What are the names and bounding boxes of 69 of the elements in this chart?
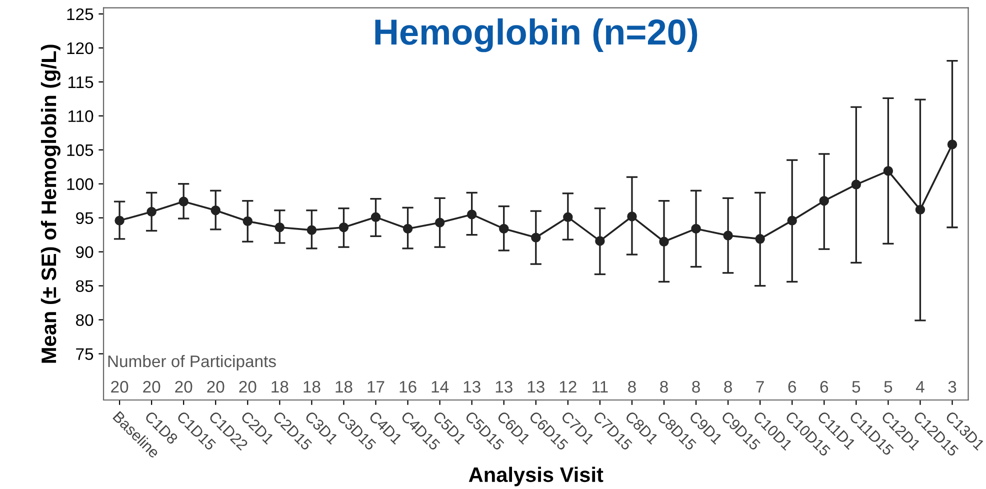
point [659,236,669,246]
annotation: 18 [304,380,320,393]
annotation: 4 [916,381,924,393]
point [595,236,605,246]
annotation: 20 [207,380,224,393]
y-tick-label: 120 [67,42,94,54]
point [306,225,317,235]
annotation: 6 [820,380,828,393]
point [819,196,829,206]
point [466,210,477,220]
y-tick-label: 95 [76,212,94,224]
annotation: 6 [788,380,796,393]
y-tick-label: 75 [76,348,94,360]
y-tick-label: 85 [76,280,94,292]
y-axis-title: Mean (± SE) of Hemoglobin (g/L) [40,44,60,363]
point [627,212,637,222]
annotation: 20 [175,380,192,393]
point [402,224,413,234]
y-tick-label: 90 [76,246,94,258]
y-tick-label: 125 [67,8,94,20]
annotation: 13 [528,380,544,393]
point [915,204,926,215]
point [563,212,573,222]
x-axis-title: Analysis Visit [468,466,604,486]
point [755,234,765,244]
annotation: 8 [724,380,732,393]
point [114,216,124,226]
chart-title: Hemoglobin (n=20) [375,18,698,52]
y-tick-label: 110 [68,110,94,122]
point [723,230,733,240]
annotation: 16 [400,380,416,393]
annotation: 14 [432,381,449,393]
annotation: 11 [592,381,608,393]
annotation: 18 [272,380,288,393]
y-tick-label: 80 [76,314,94,326]
point [146,206,156,217]
annotation: 5 [852,381,860,393]
annotation: 5 [884,381,892,393]
annotation: 7 [756,381,764,393]
annotation: 12 [560,380,576,393]
y-tick-label: 105 [67,144,94,156]
y-tick-label: 100 [67,178,94,190]
annotation: 17 [368,381,384,393]
annotation: 20 [143,380,160,393]
annotation: Number of Participants [108,354,276,371]
annotation: 8 [628,380,636,393]
point [434,218,445,228]
point [883,166,894,176]
annotation: 18 [336,380,352,393]
point [370,212,381,222]
annotation: 8 [660,380,668,393]
annotation: 13 [496,380,512,393]
point [274,222,285,232]
point [787,216,797,226]
point [947,140,958,150]
annotation: 20 [239,380,256,393]
point [178,196,188,206]
point [499,224,509,234]
annotation: 3 [948,380,956,393]
point [691,224,701,234]
annotation: 13 [464,380,480,393]
annotation: 8 [692,380,700,393]
point [210,206,220,216]
point [242,216,253,226]
point [531,232,541,242]
y-tick-label: 115 [68,76,94,88]
point [851,180,862,190]
annotation: 20 [111,380,128,393]
point [338,222,349,232]
